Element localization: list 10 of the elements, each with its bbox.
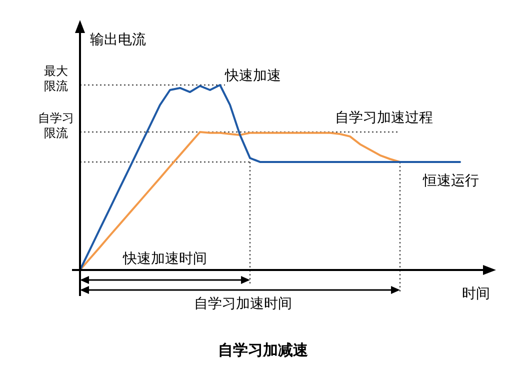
series-label: 快速加速 <box>224 68 281 84</box>
ref-line-label: 最大限流 <box>44 64 68 93</box>
ref-line-label: 自学习限流 <box>38 110 74 140</box>
series-label: 自学习加速过程 <box>335 110 433 126</box>
text: 自学习加速时间 <box>194 296 292 312</box>
x-axis-title: 时间 <box>462 286 490 302</box>
annotation: 快速加速时间 <box>122 251 207 267</box>
annotation: 恒速运行 <box>422 173 479 189</box>
y-axis-title: 输出电流 <box>90 32 146 48</box>
text: 自学习加减速 <box>218 341 309 359</box>
